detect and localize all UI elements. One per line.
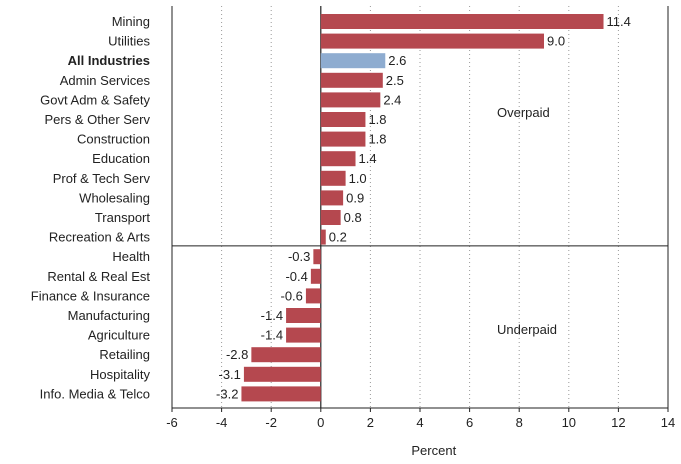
bar [286,327,321,343]
bar [320,170,346,186]
bar [320,112,366,127]
category-label: Finance & Insurance [31,288,150,303]
category-label: Admin Services [60,73,151,88]
category-label: Education [92,151,150,166]
category-label: Pers & Other Serv [45,112,151,127]
value-label: -0.6 [281,288,303,303]
category-label: Rental & Real Est [47,269,150,284]
value-label: 0.2 [329,230,347,245]
underpaid-annotation: Underpaid [497,322,557,337]
x-tick-label: -2 [265,415,277,430]
category-label: Retailing [99,347,150,362]
bar [320,72,383,88]
value-label: 0.8 [344,210,362,225]
bar [310,268,321,284]
x-tick-label: 4 [416,415,423,430]
bar [305,288,321,304]
bar [320,92,381,108]
bar [286,308,321,323]
value-label: 9.0 [547,34,565,49]
value-label: -0.3 [288,249,310,264]
x-tick-label: -4 [216,415,228,430]
value-label: -0.4 [285,269,307,284]
x-tick-label: 6 [466,415,473,430]
value-label: -3.1 [219,367,241,382]
x-tick-label: 12 [611,415,625,430]
value-label: -1.4 [261,328,283,343]
bar [320,33,544,49]
category-label: Hospitality [90,367,150,382]
category-label: Construction [77,132,150,147]
value-label: 2.4 [383,92,401,107]
value-label: 11.4 [607,14,631,29]
value-label: -2.8 [226,347,248,362]
category-label: Govt Adm & Safety [40,92,150,107]
category-label: Transport [95,210,151,225]
category-label: Wholesaling [79,190,150,205]
category-label: Health [112,249,150,264]
value-label: -3.2 [216,386,238,401]
x-axis-title: Percent [411,443,456,458]
bar [313,249,321,265]
bar [251,347,321,363]
x-tick-label: 14 [661,415,675,430]
x-tick-label: 10 [562,415,576,430]
value-label: 1.8 [368,112,386,127]
category-label: Manufacturing [68,308,150,323]
category-label: Recreation & Arts [49,230,151,245]
value-label: -1.4 [261,308,283,323]
category-label: All Industries [68,53,150,68]
x-tick-label: -6 [166,415,178,430]
bar [320,53,386,69]
category-label: Agriculture [88,328,150,343]
category-label: Prof & Tech Serv [53,171,151,186]
bar [320,151,356,167]
category-label: Info. Media & Telco [40,386,150,401]
bar [320,210,341,225]
category-label: Utilities [108,34,150,49]
bar [320,229,326,245]
x-tick-label: 8 [516,415,523,430]
value-label: 2.6 [388,53,406,68]
bar [243,366,321,382]
category-label: Mining [112,14,150,29]
bar [320,131,366,147]
value-label: 2.5 [386,73,404,88]
x-tick-label: 0 [317,415,324,430]
value-label: 1.0 [349,171,367,186]
bar [320,190,344,206]
x-tick-label: 2 [367,415,374,430]
bar [241,386,321,402]
value-label: 0.9 [346,190,364,205]
bar [320,14,604,29]
value-label: 1.4 [359,151,377,166]
value-label: 1.8 [368,132,386,147]
overpaid-annotation: Overpaid [497,105,550,120]
